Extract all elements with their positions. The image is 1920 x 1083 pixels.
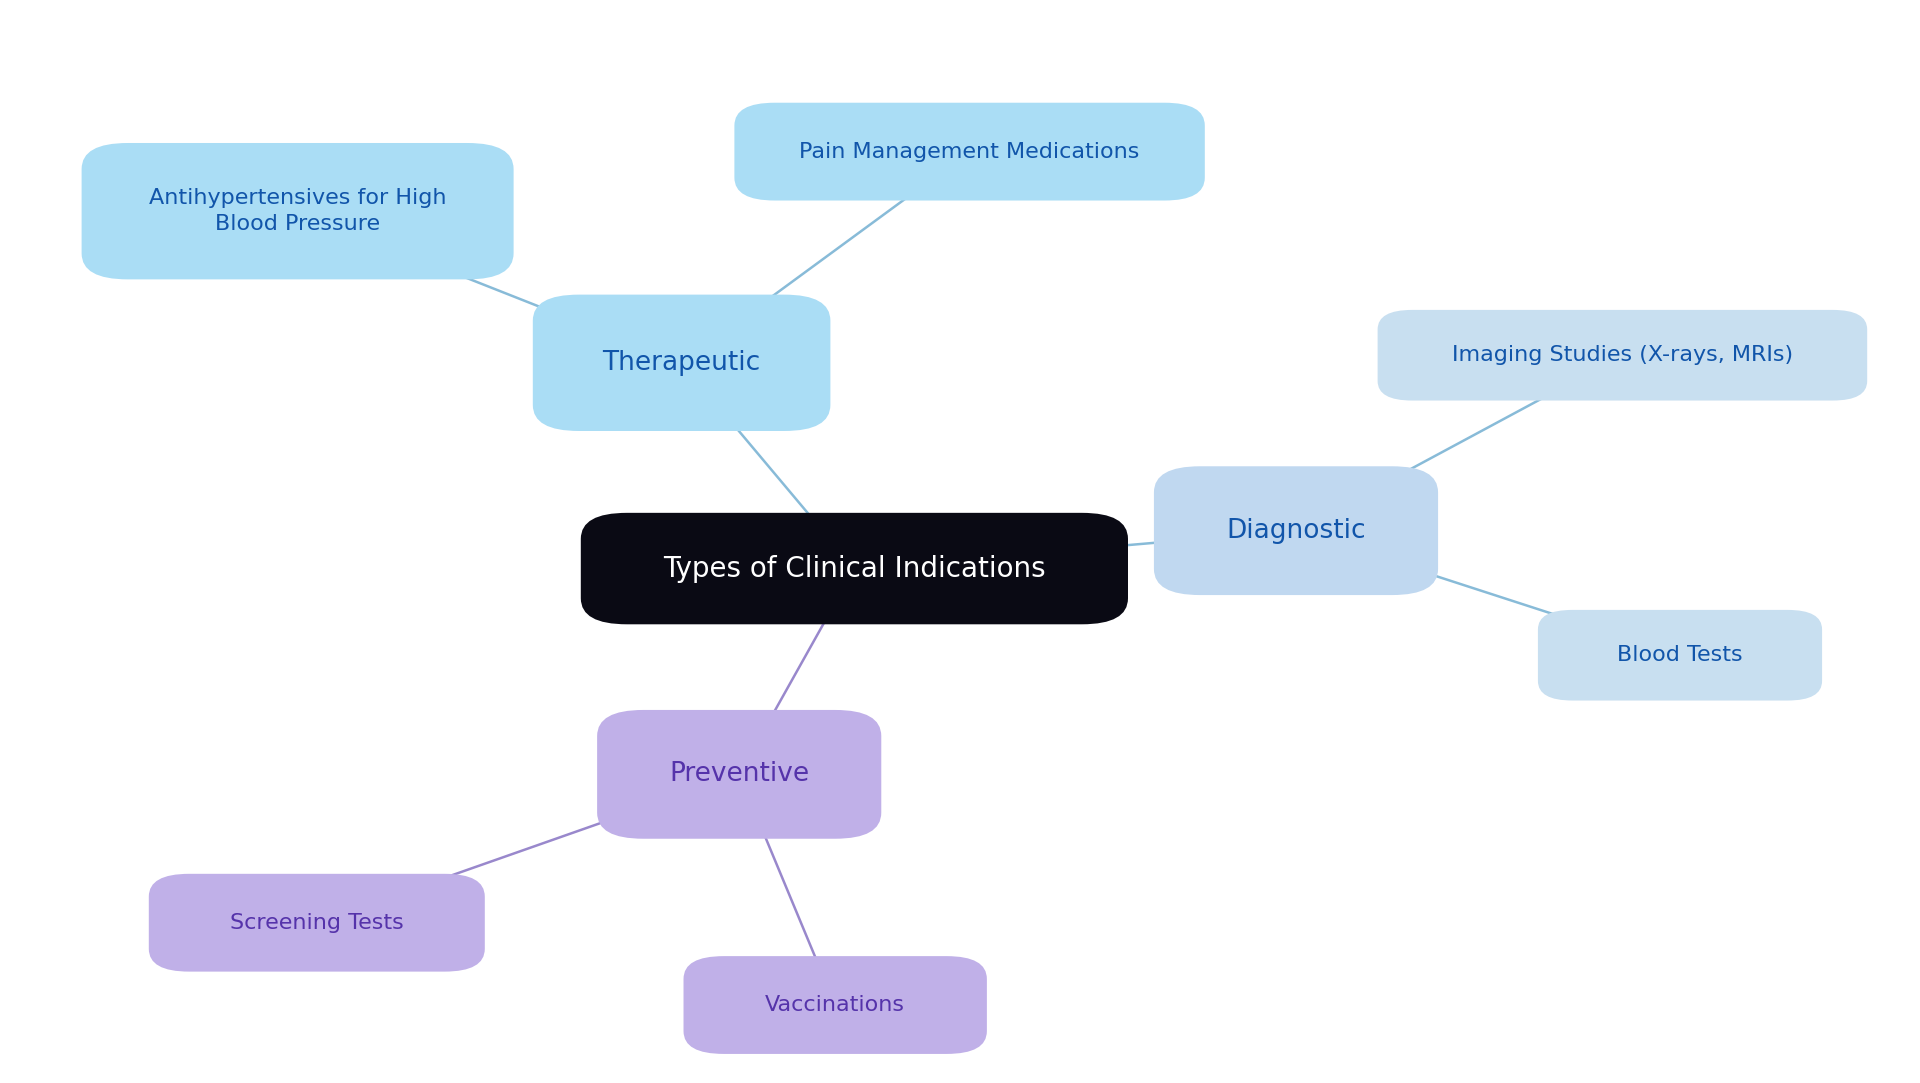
- FancyBboxPatch shape: [532, 295, 829, 431]
- Text: Preventive: Preventive: [670, 761, 808, 787]
- FancyBboxPatch shape: [733, 103, 1206, 200]
- Text: Screening Tests: Screening Tests: [230, 913, 403, 932]
- Text: Diagnostic: Diagnostic: [1227, 518, 1365, 544]
- FancyBboxPatch shape: [1154, 467, 1438, 595]
- FancyBboxPatch shape: [150, 874, 484, 971]
- Text: Antihypertensives for High
Blood Pressure: Antihypertensives for High Blood Pressur…: [150, 188, 445, 234]
- Text: Types of Clinical Indications: Types of Clinical Indications: [662, 554, 1046, 583]
- Text: Vaccinations: Vaccinations: [766, 995, 904, 1015]
- Text: Pain Management Medications: Pain Management Medications: [799, 142, 1140, 161]
- Text: Therapeutic: Therapeutic: [603, 350, 760, 376]
- FancyBboxPatch shape: [81, 143, 513, 279]
- FancyBboxPatch shape: [1379, 310, 1866, 401]
- FancyBboxPatch shape: [580, 513, 1127, 624]
- Text: Imaging Studies (X-rays, MRIs): Imaging Studies (X-rays, MRIs): [1452, 345, 1793, 365]
- FancyBboxPatch shape: [684, 956, 987, 1054]
- FancyBboxPatch shape: [1538, 610, 1822, 701]
- Text: Blood Tests: Blood Tests: [1617, 645, 1743, 665]
- FancyBboxPatch shape: [597, 710, 881, 838]
